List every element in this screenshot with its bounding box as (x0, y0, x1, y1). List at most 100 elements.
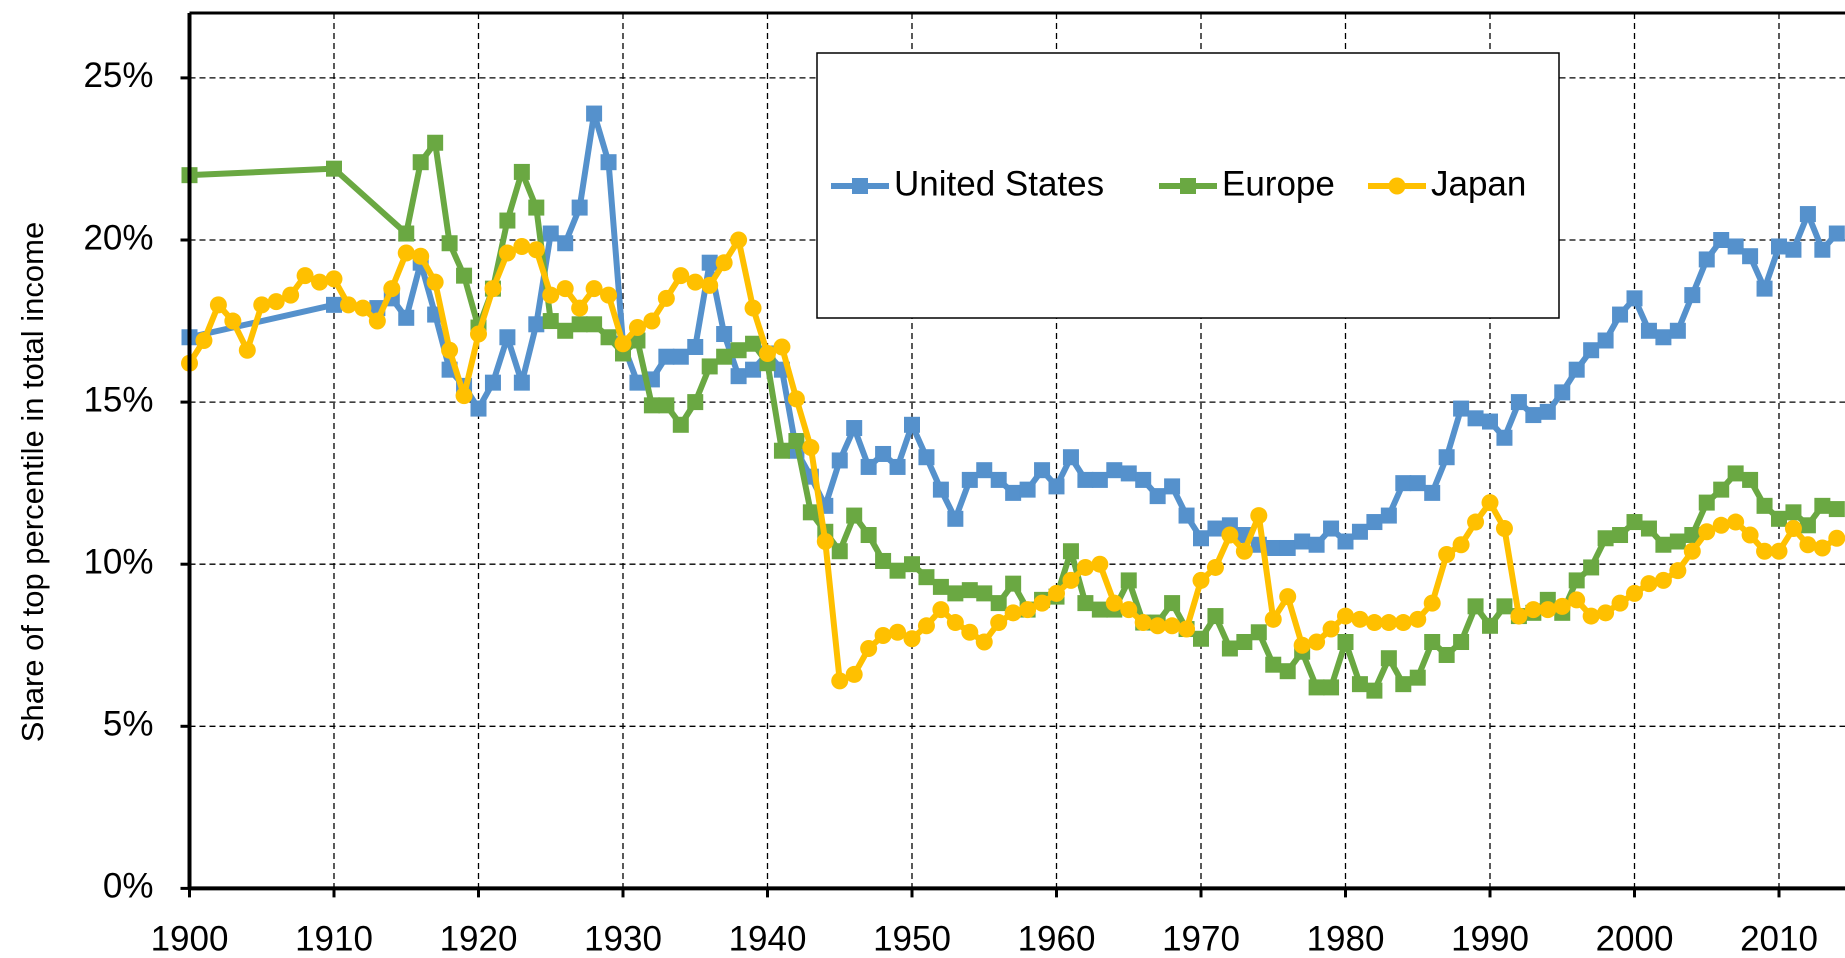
point (904, 416, 920, 433)
point (1582, 607, 1600, 625)
point (1337, 533, 1354, 550)
x-tick-label: 1990 (1451, 920, 1529, 958)
legend-label: Europe (1222, 164, 1335, 203)
point (1683, 542, 1701, 560)
point (484, 280, 502, 298)
point (456, 267, 473, 284)
point (253, 296, 271, 314)
point (1077, 471, 1094, 488)
point (1467, 598, 1484, 615)
point (947, 585, 964, 602)
point (1351, 676, 1368, 693)
point (1438, 545, 1456, 563)
x-tick-label: 1970 (1162, 920, 1240, 958)
point (730, 342, 747, 359)
point (1308, 633, 1326, 651)
point (499, 212, 516, 229)
point (672, 416, 689, 433)
point (759, 344, 776, 362)
y-tick-label: 10% (83, 542, 153, 581)
point (643, 312, 661, 330)
point (1409, 475, 1426, 492)
point (1091, 471, 1108, 488)
point (1640, 322, 1657, 339)
point (946, 614, 964, 632)
point (1424, 484, 1441, 501)
point (701, 254, 718, 271)
point (1583, 342, 1600, 359)
point (1496, 429, 1513, 446)
point (889, 623, 907, 641)
point (831, 452, 848, 469)
point (571, 316, 588, 333)
point (1120, 572, 1137, 589)
point (875, 445, 892, 462)
point (326, 160, 342, 177)
point (716, 348, 733, 365)
point (1062, 449, 1079, 466)
point (744, 299, 762, 317)
point (1380, 614, 1398, 632)
point (354, 299, 372, 317)
point (1785, 504, 1802, 521)
point (1727, 513, 1745, 531)
point (1279, 539, 1296, 556)
point (1611, 594, 1629, 612)
legend-marker (1180, 178, 1196, 194)
point (426, 273, 444, 291)
point (1265, 539, 1282, 556)
point (1091, 555, 1109, 573)
point (1048, 478, 1065, 495)
point (716, 326, 733, 343)
point (1019, 481, 1036, 498)
point (1553, 597, 1571, 615)
point (701, 276, 719, 294)
point (441, 235, 458, 252)
point (1206, 558, 1224, 576)
point (1568, 591, 1586, 609)
point (1178, 507, 1195, 524)
point (903, 630, 921, 648)
point (586, 105, 603, 122)
point (1366, 682, 1383, 699)
point (1654, 571, 1672, 589)
point (499, 329, 516, 346)
point (976, 585, 993, 602)
point (1178, 620, 1196, 638)
point (1554, 384, 1571, 401)
point (1684, 527, 1701, 544)
point (1482, 413, 1498, 430)
point (1235, 542, 1253, 560)
point (1828, 529, 1845, 547)
y-tick-label: 15% (83, 380, 153, 419)
point (1583, 559, 1600, 576)
point (788, 433, 805, 450)
point (1294, 533, 1311, 550)
point (976, 462, 993, 479)
point (1394, 614, 1412, 632)
point (730, 368, 747, 385)
point (1250, 507, 1268, 525)
point (1395, 676, 1412, 693)
point (961, 471, 978, 488)
point (831, 672, 849, 690)
point (1149, 488, 1166, 505)
point (557, 235, 574, 252)
point (875, 552, 892, 569)
point (470, 325, 487, 343)
point (1409, 669, 1426, 686)
point (1612, 306, 1629, 323)
y-tick-label: 5% (103, 705, 154, 744)
point (1626, 584, 1643, 602)
point (600, 329, 617, 346)
point (1539, 403, 1556, 420)
point (1120, 601, 1138, 619)
point (1308, 679, 1325, 696)
point (1496, 598, 1513, 615)
legend-marker (1388, 177, 1406, 195)
point (455, 387, 473, 405)
x-tick-label: 1950 (873, 920, 951, 958)
point (1105, 594, 1123, 612)
point (715, 254, 733, 272)
point (701, 358, 718, 375)
